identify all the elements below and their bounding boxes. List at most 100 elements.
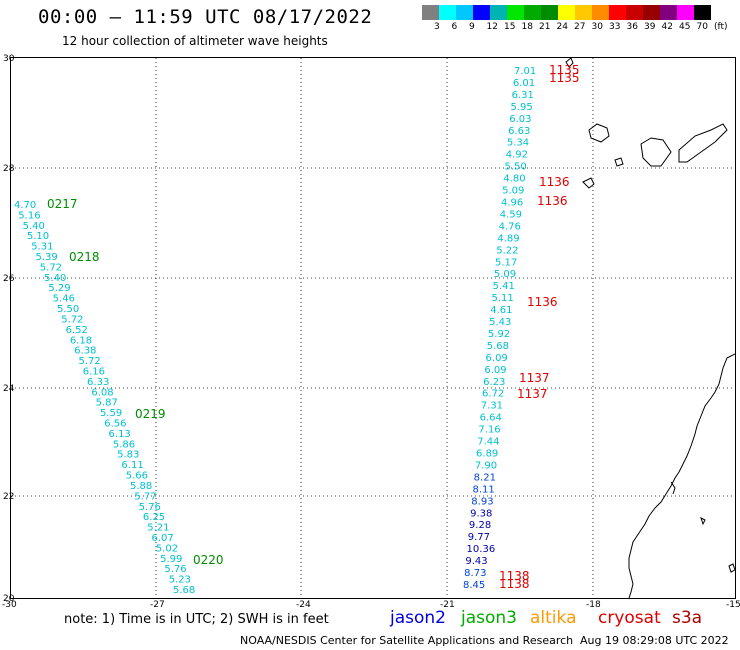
wave-height-value: 4.70	[14, 200, 36, 211]
wave-height-value: 5.02	[156, 543, 178, 554]
wave-height-value: 4.61	[490, 305, 512, 316]
legend-swatch	[422, 5, 439, 20]
wave-height-value: 5.68	[487, 341, 509, 352]
latitude-label: 24	[3, 384, 15, 394]
wave-height-value: 5.50	[505, 162, 527, 173]
wave-height-value: 5.41	[493, 281, 515, 292]
longitude-label: -24	[296, 600, 311, 610]
legend-label: 42	[661, 22, 673, 32]
pass-time-label: 0218	[69, 250, 100, 264]
wave-height-value: 6.09	[486, 353, 508, 364]
wave-height-value: 6.08	[91, 387, 113, 398]
legend-swatch	[677, 5, 694, 20]
wave-height-value: 5.77	[134, 491, 156, 502]
legend-label: 9	[469, 22, 475, 32]
page-title: 00:00 – 11:59 UTC 08/17/2022	[38, 6, 373, 28]
longitude-label: -15	[726, 600, 740, 610]
legend-swatch	[558, 5, 575, 20]
island-tenerife	[588, 123, 610, 143]
longitude-label: -21	[440, 600, 455, 610]
pass-time-label: 1138	[499, 569, 530, 583]
wave-height-value: 5.66	[126, 471, 148, 482]
legend-label: 45	[679, 22, 691, 32]
wave-height-value: 7.44	[477, 437, 499, 448]
wave-height-value: 5.72	[61, 314, 83, 325]
wave-height-value: 8.11	[472, 484, 494, 495]
pass-time-label: 1135	[549, 63, 580, 77]
wave-height-value: 6.13	[109, 429, 131, 440]
wave-height-value: 7.01	[514, 66, 536, 77]
legend-label: 39	[644, 22, 656, 32]
satellite-legend-s3a: s3a	[672, 608, 703, 628]
wave-height-value: 5.10	[27, 231, 49, 242]
wave-height-value: 9.38	[470, 508, 492, 519]
wave-height-value: 5.95	[510, 102, 532, 113]
legend-label: 30	[591, 22, 603, 32]
wave-height-value: 5.50	[57, 304, 79, 315]
wave-height-value: 5.72	[78, 356, 100, 367]
pass-time-label: 0219	[135, 407, 166, 421]
wave-height-value: 6.38	[74, 346, 96, 357]
wave-height-value: 6.11	[121, 460, 143, 471]
wave-height-value: 6.52	[66, 325, 88, 336]
island-gomera	[614, 157, 624, 167]
pass-time-label: 1135	[549, 71, 580, 85]
wave-height-value: 5.31	[31, 242, 53, 253]
wave-height-value: 5.29	[48, 283, 70, 294]
wave-height-value: 9.28	[469, 520, 491, 531]
wave-height-value: 6.72	[482, 389, 504, 400]
wave-height-value: 6.25	[143, 512, 165, 523]
legend-swatch	[507, 5, 524, 20]
wave-height-value: 5.68	[173, 585, 195, 596]
wave-height-value: 8.73	[464, 568, 486, 579]
legend-label: 21	[539, 22, 551, 32]
wave-height-value: 4.92	[506, 150, 528, 161]
legend-swatch	[541, 5, 558, 20]
wave-height-value: 5.09	[502, 186, 524, 197]
wave-height-value: 5.39	[35, 252, 57, 263]
pass-time-label: 1138	[499, 577, 530, 591]
legend-label: 3	[434, 22, 440, 32]
legend-swatch	[456, 5, 473, 20]
pass-time-label: 1136	[539, 175, 570, 189]
legend-swatch	[575, 5, 592, 20]
footer-timestamp: Aug 19 08:29:08 UTC 2022	[580, 634, 729, 647]
wave-height-value: 5.59	[100, 408, 122, 419]
satellite-legend-jason2: jason2	[390, 608, 446, 628]
wave-height-value: 5.83	[117, 450, 139, 461]
wave-height-value: 6.18	[70, 335, 92, 346]
wave-height-value: 5.21	[147, 523, 169, 534]
legend-swatch	[473, 5, 490, 20]
legend-label: 27	[574, 22, 586, 32]
wave-height-value: 5.99	[160, 554, 182, 565]
legend-label: 6	[451, 22, 458, 32]
wave-height-value: 5.34	[507, 138, 529, 149]
footer-credit: NOAA/NESDIS Center for Satellite Applica…	[240, 634, 574, 647]
longitude-label: -27	[150, 600, 165, 610]
latitude-label: 20	[3, 594, 15, 604]
wave-height-value: 5.72	[40, 262, 62, 273]
pass-time-label: 1136	[537, 194, 568, 208]
wave-height-value: 5.76	[139, 502, 161, 513]
wave-height-value: 8.21	[474, 472, 496, 483]
wave-height-value: 4.89	[497, 233, 519, 244]
wave-height-value: 10.36	[467, 544, 496, 555]
wave-height-value: 6.56	[104, 419, 126, 430]
wave-height-value: 5.40	[44, 273, 66, 284]
satellite-legend-jason3: jason3	[461, 608, 517, 628]
color-legend: 3 6 9 12 15 18 21 24 27 30 33 36 39 42 45 70 (ft)	[422, 5, 728, 32]
african-coastline	[628, 353, 736, 599]
island-la-palma	[565, 57, 574, 68]
wave-height-value: 4.76	[499, 221, 521, 232]
wave-height-value: 9.43	[465, 556, 487, 567]
wave-height-value: 6.01	[513, 78, 535, 89]
longitude-label: -18	[586, 600, 601, 610]
latitude-label: 28	[3, 164, 15, 174]
legend-label: 36	[626, 22, 638, 32]
legend-labels: 3 6 9 12 15 18 21 24 27 30 33 36 39 42 45 70 (ft)	[422, 22, 740, 36]
wave-height-value: 5.23	[169, 575, 191, 586]
wave-height-value: 5.86	[113, 439, 135, 450]
wave-height-value: 9.77	[468, 532, 490, 543]
island-small-1	[700, 517, 706, 526]
wave-height-value: 4.59	[500, 209, 522, 220]
